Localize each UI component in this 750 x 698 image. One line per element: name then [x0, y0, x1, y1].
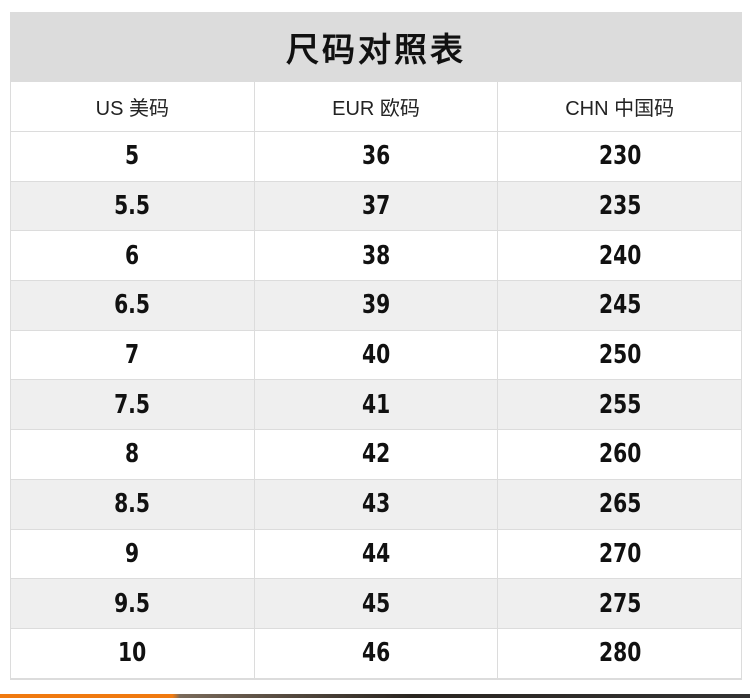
eur-size: 36 — [361, 141, 391, 172]
table-row: 9.5 45 275 — [11, 578, 741, 628]
us-size: 6.5 — [114, 290, 151, 321]
table-row: 9 44 270 — [11, 528, 741, 579]
us-size: 7.5 — [114, 389, 151, 420]
chn-size: 255 — [598, 389, 641, 420]
us-size-cell: 7.5 — [11, 380, 254, 429]
us-size-cell: 5.5 — [11, 182, 254, 231]
header-us: US 美码 — [95, 98, 169, 120]
chn-size-cell: 250 — [497, 330, 741, 380]
us-size: 5 — [125, 141, 140, 172]
eur-size: 38 — [361, 240, 391, 271]
table-title: 尺码对照表 — [11, 12, 741, 81]
us-size-cell: 7 — [11, 331, 254, 380]
chn-size: 270 — [598, 538, 641, 569]
chn-size-cell: 270 — [497, 529, 741, 579]
chn-size-cell: 260 — [497, 430, 741, 479]
header-eur: EUR 欧码 — [253, 82, 498, 131]
eur-size: 39 — [361, 290, 391, 321]
chn-size-cell: 280 — [497, 628, 741, 678]
chn-size-cell: 245 — [497, 281, 741, 330]
eur-size-cell: 40 — [253, 330, 498, 380]
eur-size: 45 — [361, 588, 391, 619]
eur-size-cell: 37 — [253, 181, 498, 231]
size-chart-table: 尺码对照表 US 美码 EUR 欧码 CHN 中国码 5 36 230 5.5 37 23… — [10, 12, 742, 680]
chn-size: 245 — [598, 290, 641, 321]
table-row: 10 46 280 — [11, 627, 741, 678]
bottom-image-strip — [0, 694, 750, 698]
chn-size: 260 — [598, 439, 641, 470]
eur-size-cell: 43 — [253, 479, 498, 529]
chn-size: 265 — [598, 489, 641, 520]
us-size: 9 — [125, 538, 140, 569]
eur-size: 42 — [361, 439, 391, 470]
header-row: US 美码 EUR 欧码 CHN 中国码 — [11, 81, 741, 131]
chn-size-cell: 230 — [497, 132, 741, 181]
table-row: 7 40 250 — [11, 329, 741, 380]
chn-size-cell: 255 — [497, 380, 741, 430]
us-size-cell: 6 — [11, 231, 254, 280]
table-body: 5 36 230 5.5 37 235 6 38 240 6.5 39 245 7 40 250 7.5 41 2… — [11, 131, 741, 678]
chn-size: 240 — [598, 240, 641, 271]
chn-size: 230 — [598, 141, 641, 172]
eur-size-cell: 44 — [253, 529, 498, 579]
table-row: 5.5 37 235 — [11, 180, 741, 231]
eur-size-cell: 46 — [253, 628, 498, 678]
us-size-cell: 8 — [11, 430, 254, 479]
header-chn: CHN 中国码 — [497, 82, 741, 131]
us-size-cell: 9 — [11, 530, 254, 579]
eur-size-cell: 41 — [253, 380, 498, 430]
chn-size-cell: 265 — [497, 479, 741, 529]
eur-size: 37 — [361, 191, 391, 222]
eur-size-cell: 45 — [253, 579, 498, 628]
table-row: 6 38 240 — [11, 230, 741, 281]
chn-size-cell: 235 — [497, 181, 741, 231]
chn-size: 250 — [598, 340, 641, 371]
us-size-cell: 9.5 — [11, 579, 254, 628]
us-size-cell: 6.5 — [11, 281, 254, 330]
table-row: 5 36 230 — [11, 131, 741, 181]
eur-size: 43 — [361, 489, 391, 520]
chn-size: 280 — [598, 638, 641, 669]
chn-size-cell: 240 — [497, 231, 741, 281]
eur-size: 41 — [361, 389, 391, 420]
chn-size-cell: 275 — [497, 579, 741, 628]
table-row: 7.5 41 255 — [11, 379, 741, 430]
eur-size: 44 — [361, 538, 391, 569]
chn-size: 275 — [598, 588, 641, 619]
us-size: 8.5 — [114, 489, 151, 520]
eur-size-cell: 42 — [253, 430, 498, 479]
us-size: 6 — [125, 240, 140, 271]
eur-size: 46 — [361, 638, 391, 669]
us-size: 10 — [118, 638, 147, 669]
us-size: 8 — [125, 439, 140, 470]
chn-size: 235 — [598, 191, 641, 222]
us-size-cell: 10 — [11, 629, 254, 678]
table-row: 8 42 260 — [11, 429, 741, 479]
eur-size-cell: 38 — [253, 231, 498, 281]
us-size: 9.5 — [114, 588, 151, 619]
eur-size-cell: 36 — [253, 132, 498, 181]
us-size-cell: 5 — [11, 132, 254, 181]
table-row: 8.5 43 265 — [11, 478, 741, 529]
table-row: 6.5 39 245 — [11, 280, 741, 330]
eur-size: 40 — [361, 340, 391, 371]
eur-size-cell: 39 — [253, 281, 498, 330]
us-size-cell: 8.5 — [11, 480, 254, 529]
us-size: 5.5 — [114, 191, 151, 222]
us-size: 7 — [125, 340, 140, 371]
